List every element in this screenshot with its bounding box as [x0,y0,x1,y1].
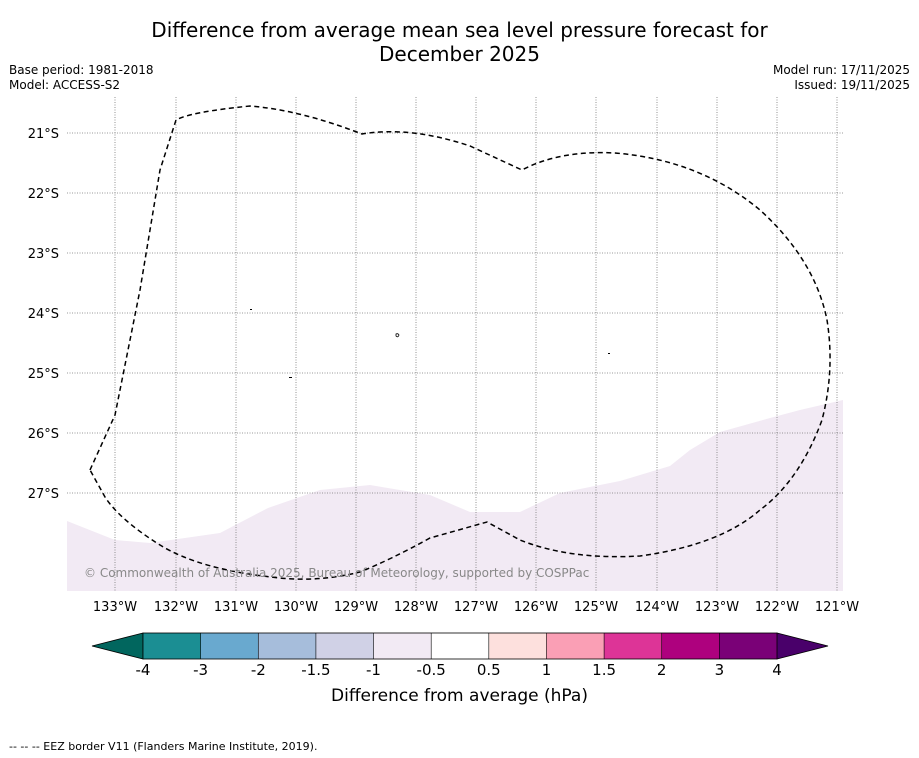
issued-date: Issued: 19/11/2025 [794,78,910,92]
colorbar-segment [143,633,201,659]
lon-label: 124°W [635,600,679,615]
copyright-text: © Commonwealth of Australia 2025, Bureau… [84,566,589,580]
island [250,309,252,310]
pressure-anomaly-map: © Commonwealth of Australia 2025, Bureau… [28,97,859,660]
gridlines [67,97,843,591]
lat-label: 26°S [28,427,59,442]
colorbar-segment [373,633,432,659]
colorbar-title: Difference from average (hPa) [331,686,588,706]
latitude-labels: 21°S 22°S 23°S 24°S 25°S 26°S 27°S [28,127,59,502]
island [395,333,400,338]
title-line-2: December 2025 [379,42,540,66]
lat-label: 24°S [28,307,59,322]
cb-tick: 4 [772,661,782,679]
model-name: Model: ACCESS-S2 [9,78,121,92]
colorbar [91,632,829,660]
right-metadata: Model run: 17/11/2025 Issued: 19/11/2025 [773,63,910,93]
lon-label: 131°W [214,600,258,615]
cb-tick: 3 [714,661,725,679]
colorbar-over-arrow [776,632,829,660]
lat-label: 22°S [28,187,59,202]
cb-tick: -1 [366,661,381,679]
longitude-labels: 133°W 132°W 131°W 130°W 129°W 128°W 127°… [93,600,859,615]
anomaly-region [67,400,843,591]
colorbar-segment [488,633,547,659]
lon-label: 130°W [274,600,318,615]
lon-label: 126°W [514,600,558,615]
lon-label: 121°W [815,600,859,615]
cb-tick: 1.5 [592,661,617,679]
title-line-1: Difference from average mean sea level p… [151,18,768,42]
lon-label: 133°W [93,600,137,615]
cb-tick: 0.5 [476,661,501,679]
cb-tick: 2 [656,661,667,679]
colorbar-segment [200,633,259,659]
colorbar-segment [719,633,778,659]
island [289,377,292,378]
cb-tick: -2 [250,661,266,679]
lon-label: 132°W [154,600,198,615]
lat-label: 27°S [28,487,59,502]
lon-label: 122°W [755,600,799,615]
cb-tick: 1 [541,661,552,679]
base-period: Base period: 1981-2018 [9,63,154,77]
lat-label: 21°S [28,127,59,142]
lon-label: 125°W [574,600,618,615]
model-run: Model run: 17/11/2025 [772,63,910,77]
colorbar-outline [142,632,778,660]
lat-label: 25°S [28,367,59,382]
colorbar-segment [604,633,663,659]
eez-legend-footer: -- -- -- EEZ border V11 (Flanders Marine… [9,740,318,753]
lat-label: 23°S [28,247,59,262]
colorbar-segment [431,633,490,659]
cb-tick: -4 [135,661,151,679]
left-metadata: Base period: 1981-2018 Model: ACCESS-S2 [9,63,154,93]
lon-label: 128°W [394,600,438,615]
eez-border [89,105,831,580]
colorbar-segment [661,633,720,659]
colorbar-segment [546,633,605,659]
colorbar-segment [258,633,317,659]
colorbar-segment [315,633,374,659]
chart-title: Difference from average mean sea level p… [0,18,919,66]
cb-tick: -3 [193,661,209,679]
colorbar-under-arrow [91,632,144,660]
lon-label: 129°W [334,600,378,615]
lon-label: 127°W [454,600,498,615]
colorbar-segments [143,633,778,659]
islands [250,309,610,378]
cb-tick: -0.5 [416,661,446,679]
island [608,353,610,354]
cb-tick: -1.5 [301,661,331,679]
lon-label: 123°W [695,600,739,615]
